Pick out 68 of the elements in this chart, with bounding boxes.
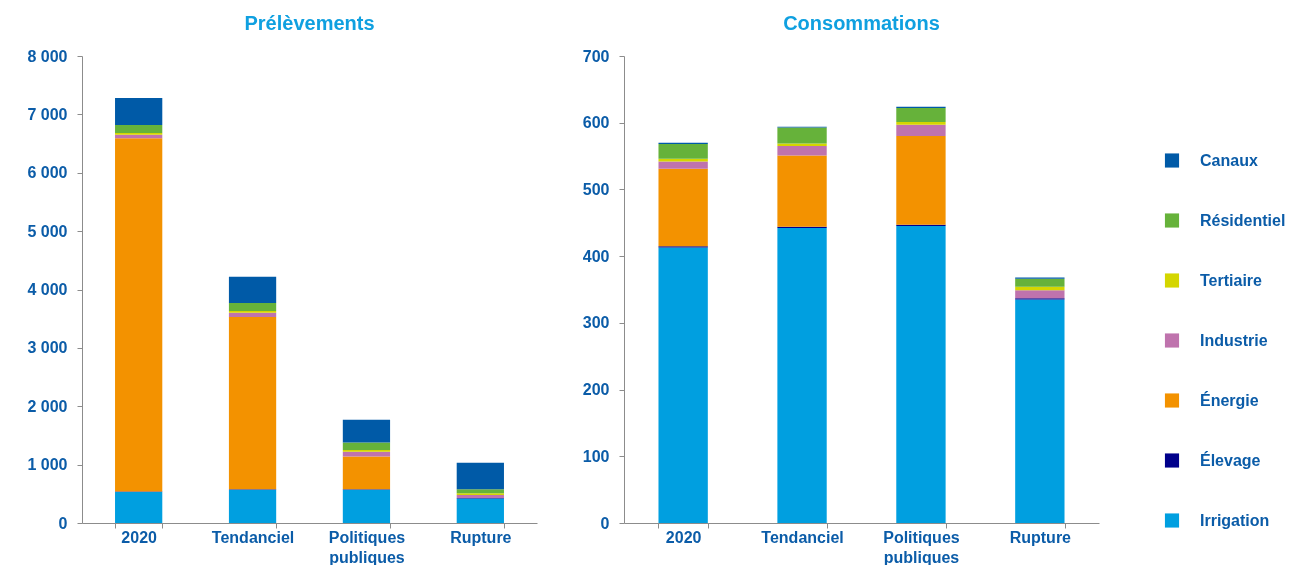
- legend-label: Industrie: [1200, 331, 1268, 349]
- y-tick-label: 1 000: [27, 456, 68, 474]
- bar: [777, 127, 827, 144]
- x-tick-label: Rupture: [450, 528, 512, 546]
- bar: [1015, 286, 1065, 291]
- y-tick-label: 2 000: [27, 397, 68, 415]
- bar: [896, 122, 946, 125]
- bar: [342, 419, 391, 443]
- bar: [228, 276, 277, 303]
- bar: [228, 316, 277, 490]
- x-tick-label: Tendanciel: [761, 528, 844, 546]
- bar: [777, 143, 827, 147]
- bar: [658, 144, 708, 159]
- legend-label: Canaux: [1200, 151, 1258, 169]
- bar: [342, 489, 391, 523]
- x-tick-label: Rupture: [1009, 528, 1072, 546]
- y-tick-label: 5 000: [27, 222, 68, 240]
- x-tick-label: Politiques publiques: [328, 528, 406, 566]
- bar: [456, 498, 504, 523]
- bar: [658, 247, 708, 523]
- legend-label: Irrigation: [1200, 511, 1270, 529]
- bar: [896, 124, 946, 137]
- bar: [1015, 278, 1065, 287]
- bar: [777, 155, 827, 227]
- y-tick-label: 600: [582, 114, 610, 132]
- y-tick-label: 6 000: [27, 164, 68, 182]
- bar: [228, 489, 277, 523]
- y-tick-label: 500: [582, 180, 610, 198]
- bar: [456, 489, 504, 494]
- bar: [896, 108, 946, 123]
- bar: [115, 98, 163, 125]
- bar: [658, 168, 708, 247]
- legend-label: Énergie: [1200, 390, 1259, 409]
- bar: [342, 456, 391, 490]
- bar: [456, 462, 504, 490]
- legend-label: Résidentiel: [1200, 211, 1286, 229]
- bar: [115, 138, 163, 492]
- bar: [658, 161, 708, 169]
- chart-title: Consommations: [783, 12, 940, 34]
- y-tick-label: 100: [582, 447, 610, 465]
- bar: [1015, 299, 1065, 523]
- bar: [896, 136, 946, 225]
- y-tick-label: 8 000: [27, 47, 68, 65]
- y-tick-label: 200: [582, 381, 610, 399]
- bar: [777, 146, 827, 156]
- bar: [342, 442, 391, 451]
- y-tick-label: 400: [582, 247, 610, 265]
- y-tick-label: 700: [582, 47, 610, 65]
- y-tick-label: 4 000: [27, 281, 68, 298]
- y-tick-label: 7 000: [27, 105, 68, 123]
- bar: [896, 226, 946, 523]
- bar: [1015, 290, 1065, 299]
- x-tick-label: 2020: [121, 528, 158, 546]
- bar: [777, 228, 827, 523]
- legend-label: Élevage: [1200, 450, 1261, 469]
- bar: [228, 312, 277, 317]
- legend-label: Tertiaire: [1200, 271, 1263, 289]
- y-tick-label: 3 000: [27, 339, 68, 357]
- y-tick-label: 0: [600, 514, 610, 532]
- x-tick-label: Tendanciel: [211, 528, 295, 546]
- bar: [228, 302, 277, 312]
- bar: [115, 492, 163, 523]
- chart-title: Prélèvements: [244, 12, 375, 34]
- x-tick-label: Politiques publiques: [883, 528, 960, 566]
- y-tick-label: 0: [58, 514, 68, 532]
- bar: [115, 124, 163, 134]
- x-tick-label: 2020: [665, 528, 702, 546]
- y-tick-label: 300: [582, 314, 610, 332]
